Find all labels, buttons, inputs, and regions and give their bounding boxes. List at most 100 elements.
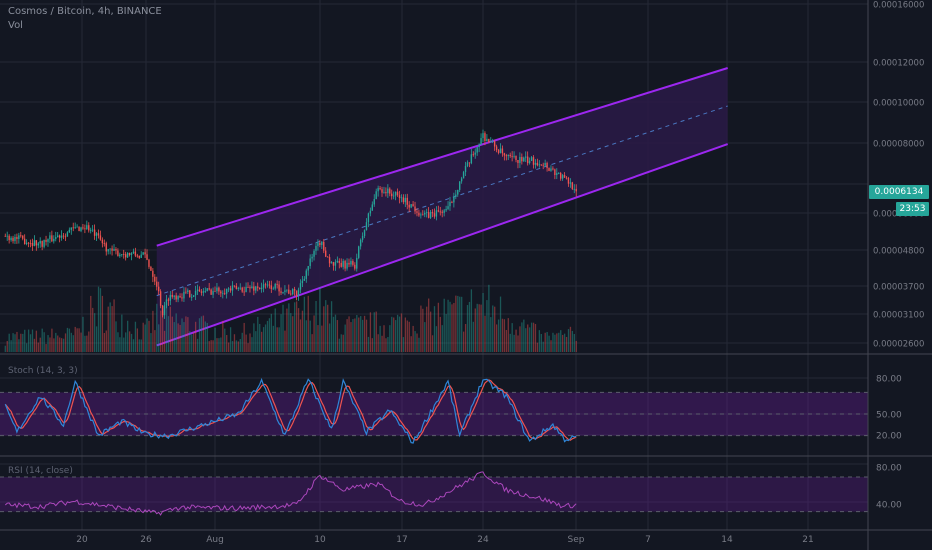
volume-bar <box>288 303 290 352</box>
volume-bar <box>507 318 509 352</box>
volume-bar <box>103 332 106 352</box>
candle-body <box>476 147 478 153</box>
time-tick-label: Aug <box>206 535 224 545</box>
candle-body <box>367 213 370 223</box>
volume-bar <box>257 316 259 352</box>
volume-bar <box>513 334 515 352</box>
volume-bar <box>138 339 140 352</box>
price-axis[interactable]: 0.00016000 0.00012000 0.00010000 0.00008000… <box>873 1 924 511</box>
candle-body <box>95 233 98 236</box>
candle-body <box>352 261 354 265</box>
candle-body <box>235 286 238 289</box>
candle-body <box>105 243 107 252</box>
volume-bar <box>82 316 84 352</box>
candle-body <box>321 241 323 246</box>
candle-body <box>225 288 228 294</box>
volume-bar <box>429 311 432 352</box>
volume-bar <box>222 320 224 352</box>
rsi-line <box>4 471 577 516</box>
volume-bar <box>377 334 379 352</box>
candle-body <box>132 251 135 254</box>
volume-bar <box>511 323 513 352</box>
candle-body <box>373 199 375 205</box>
volume-bar <box>443 298 445 352</box>
volume-bar <box>97 286 100 352</box>
volume-bar <box>420 305 422 352</box>
candle-body <box>342 261 344 267</box>
volume-bar <box>295 301 298 352</box>
candle-body <box>241 287 243 292</box>
volume-bar <box>26 343 28 352</box>
time-tick-label: 20 <box>76 535 88 545</box>
candle-body <box>243 291 245 293</box>
candle-body <box>309 258 311 267</box>
candle-body <box>484 133 486 142</box>
volume-bar <box>249 333 251 352</box>
candle-body <box>91 229 94 231</box>
candle-body <box>408 204 410 208</box>
candle-body <box>437 210 440 212</box>
candle-body <box>466 162 469 167</box>
candle-body <box>206 288 208 292</box>
candle-body <box>31 243 34 246</box>
candle-body <box>25 242 28 245</box>
volume-bar <box>152 310 154 352</box>
candle-body <box>519 156 521 163</box>
volume-bar <box>542 341 544 352</box>
candle-body <box>431 212 434 214</box>
candle-body <box>14 236 16 242</box>
rsi-band <box>0 477 868 512</box>
candle-body <box>523 157 525 162</box>
candle-body <box>354 264 356 269</box>
time-axis[interactable]: 20 26 Aug 10 17 24 Sep 7 14 21 <box>76 535 813 545</box>
candle-body <box>530 157 533 161</box>
candle-body <box>462 172 465 179</box>
candle-body <box>324 250 327 257</box>
candle-body <box>6 235 8 237</box>
volume-bar <box>515 329 517 352</box>
candle-body <box>179 296 181 298</box>
candle-body <box>307 266 309 271</box>
candle-body <box>492 141 494 143</box>
volume-bar <box>301 310 304 352</box>
volume-bar <box>527 324 529 352</box>
volume-bar <box>146 318 148 352</box>
volume-bar <box>241 332 243 352</box>
volume-bar <box>150 333 152 352</box>
volume-bar <box>313 315 315 352</box>
volume-bar <box>575 340 577 352</box>
volume-bar <box>148 320 150 352</box>
volume-bar <box>365 319 368 352</box>
candle-body <box>313 250 315 257</box>
volume-bar <box>245 334 247 352</box>
volume-bar <box>35 330 38 352</box>
candle-body <box>468 162 471 164</box>
volume-bar <box>294 302 296 352</box>
volume-bar <box>272 325 274 352</box>
candle-body <box>559 173 562 179</box>
volume-bar <box>64 333 67 352</box>
volume-bar <box>160 310 162 352</box>
volume-bar <box>437 302 440 352</box>
candle-body <box>472 154 474 156</box>
candle-body <box>375 191 377 200</box>
volume-bar <box>84 335 86 352</box>
volume-bar <box>435 326 438 352</box>
volume-bar <box>369 312 372 352</box>
candle-body <box>288 289 290 294</box>
volume-bar <box>264 324 267 352</box>
volume-bar <box>24 329 26 352</box>
candle-body <box>109 248 111 250</box>
volume-bar <box>501 318 504 352</box>
volume-bar <box>534 323 537 352</box>
candle-body <box>556 173 558 176</box>
candle-body <box>427 212 430 218</box>
volume-bar <box>422 308 424 352</box>
symbol-title: Cosmos / Bitcoin, 4h, BINANCE <box>8 6 162 17</box>
volume-bar <box>525 328 527 352</box>
volume-bar <box>59 337 61 352</box>
volume-bar <box>482 293 484 352</box>
candle-body <box>363 230 366 236</box>
candle-body <box>424 212 426 215</box>
